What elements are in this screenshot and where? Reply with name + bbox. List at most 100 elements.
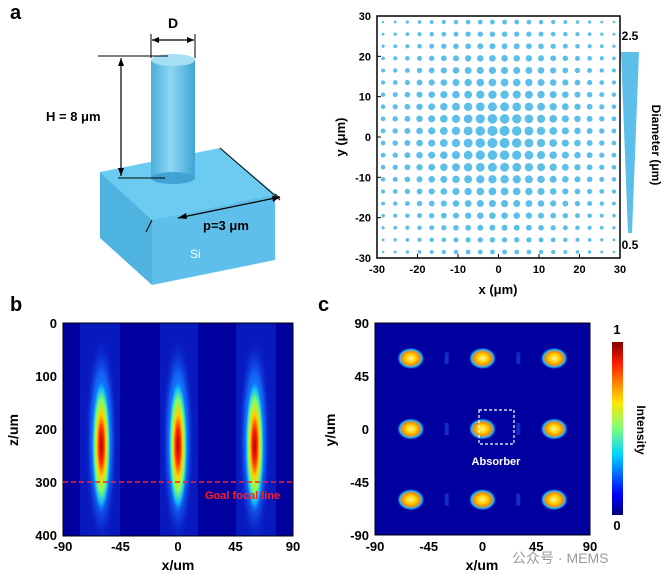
pillar-dot — [392, 104, 398, 110]
pillar-dot — [381, 56, 385, 61]
pillar-dot — [417, 225, 422, 231]
intensity-colorbar-max: 1 — [613, 322, 620, 337]
focal-spot — [396, 418, 425, 440]
pillar-dot — [477, 224, 484, 231]
intensity-colorbar-min: 0 — [613, 518, 620, 533]
pillar-dot — [599, 68, 604, 73]
pillar-dot — [392, 189, 398, 194]
pillar-dot — [404, 176, 411, 183]
pillar-dot — [463, 138, 473, 148]
pillar-dot — [562, 55, 569, 62]
pillar-dot — [490, 19, 495, 25]
pillar-dot — [440, 188, 448, 195]
pillar-dot — [524, 163, 534, 172]
pillar-dot — [575, 43, 580, 49]
intensity-colorbar — [612, 342, 623, 515]
p-dimension-line — [177, 196, 281, 219]
pillar-dot — [550, 31, 556, 37]
pillar-dot — [574, 115, 581, 123]
b-xtick-1: -45 — [111, 539, 130, 554]
diameter-colorbar-max: 2.5 — [622, 29, 639, 43]
pillar-dot — [416, 79, 423, 86]
pillar-dot — [501, 55, 508, 62]
pillar-dot — [586, 103, 593, 110]
c-ylabel: y/um — [325, 414, 338, 447]
absorber-box — [478, 409, 515, 445]
pillar-dot — [404, 79, 411, 86]
focal-spot — [468, 347, 497, 370]
pillar-dot — [502, 249, 507, 255]
pillar-dot — [501, 43, 508, 50]
pillar-dot — [611, 92, 617, 97]
pillar-dot — [599, 189, 605, 194]
a-xlabel: x (μm) — [478, 282, 517, 297]
a-xtick-5: 20 — [573, 264, 585, 276]
pillar-dot — [464, 55, 472, 62]
pillar-dot — [538, 43, 544, 50]
pillar-dot — [525, 200, 533, 207]
pillar-dot — [428, 163, 436, 171]
b-xtick-0: -90 — [54, 539, 73, 554]
pillar-dot — [538, 237, 544, 243]
pillar-dot — [453, 19, 459, 25]
pillar-dot — [587, 44, 592, 49]
pillar-dot — [499, 125, 510, 136]
pillar-dot — [574, 103, 581, 110]
pillar-dot — [537, 175, 545, 184]
pillar-dot — [381, 250, 385, 254]
pillar-dot — [416, 67, 423, 74]
pillar-dot — [476, 66, 484, 74]
d-arrow-left — [152, 37, 159, 43]
pillar-dot — [452, 163, 460, 172]
pillar-dot — [599, 225, 604, 230]
pillar-dot — [441, 43, 447, 49]
pillar-dot — [537, 102, 545, 111]
pillar-dot — [487, 138, 498, 149]
pillar-dot — [525, 78, 533, 87]
pillar-dot — [429, 237, 434, 243]
pillar-dot — [525, 55, 533, 62]
absorber-label: Absorber — [472, 456, 522, 468]
pillar-dot — [563, 20, 568, 25]
pillar-dot — [550, 55, 557, 62]
pillar-dot — [499, 114, 510, 124]
b-ytick-3: 300 — [35, 475, 57, 490]
focal-spot — [468, 488, 497, 511]
pillar-dot — [524, 126, 534, 136]
pillar-dot — [428, 103, 436, 111]
pillar-dot — [561, 127, 569, 135]
pillar-dot — [380, 152, 386, 158]
pillar-dot — [549, 115, 557, 123]
pillar-dot — [380, 189, 386, 194]
pillar-dot — [512, 150, 522, 160]
pillar-dot — [550, 225, 556, 231]
pillar-dot — [611, 189, 617, 194]
pillar-dot — [452, 67, 460, 74]
pillar-dot — [404, 164, 411, 171]
a-ytick-3: 0 — [365, 132, 371, 144]
pillar-dot — [428, 55, 435, 62]
pillar-dot — [417, 32, 422, 37]
pillar-dot — [416, 103, 423, 110]
pillar-dot — [452, 79, 460, 87]
pillar-dot — [488, 78, 497, 87]
pillar-dot — [502, 19, 507, 25]
pillar-dot — [463, 126, 473, 136]
pillar-dot — [549, 163, 557, 171]
beam-core — [244, 375, 265, 516]
pillar-dot — [511, 138, 522, 148]
pillar-dot — [549, 139, 558, 147]
pillar-dot — [416, 91, 423, 98]
pillar-dot — [524, 90, 533, 99]
pillar-dot — [417, 43, 422, 49]
pillar-dot — [464, 90, 473, 99]
pillar-dot — [514, 237, 520, 243]
pillar-dot — [416, 200, 423, 207]
pillar-dot — [611, 140, 617, 146]
pillar-dot — [380, 116, 386, 122]
pillar-dot — [440, 151, 448, 159]
pillar-dot — [549, 127, 558, 135]
pillar-dot — [429, 20, 434, 25]
pillar-dot — [452, 102, 460, 111]
diameter-map-chart: -30 -20 -10 0 10 20 30 30 20 10 0 -10 -2… — [333, 11, 663, 297]
